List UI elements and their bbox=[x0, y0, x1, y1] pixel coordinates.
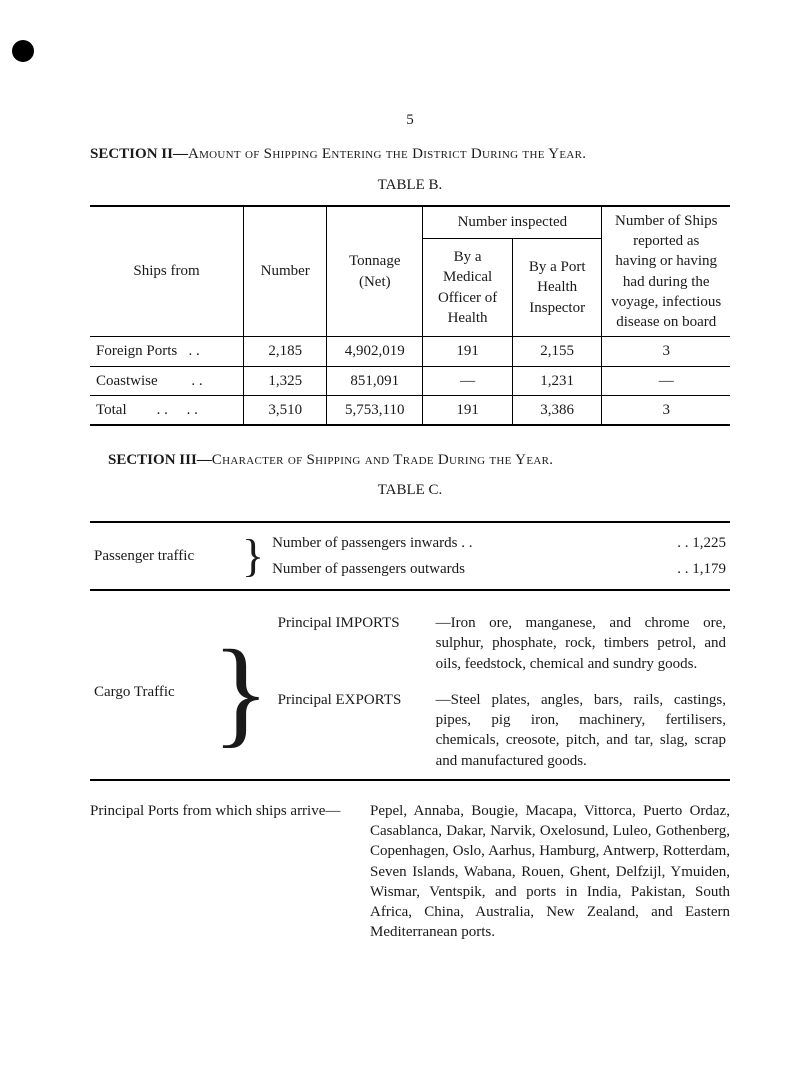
pass-out-label: Number of passengers outwards bbox=[272, 559, 465, 579]
brace-icon: } bbox=[238, 522, 268, 591]
table-c-label: TABLE C. bbox=[90, 480, 730, 500]
section-3-prefix: SECTION III— bbox=[108, 452, 212, 468]
cell-label: Coastwise bbox=[96, 373, 158, 389]
cell: 2,185 bbox=[244, 337, 327, 366]
cell-label: Foreign Ports bbox=[96, 343, 177, 359]
th-num-inspected: Number inspected bbox=[423, 206, 602, 239]
cell: 1,231 bbox=[512, 366, 602, 395]
th-port-3: Inspector bbox=[529, 300, 585, 316]
cell: 1,325 bbox=[244, 366, 327, 395]
cell: 851,091 bbox=[327, 366, 423, 395]
th-port-2: Health bbox=[537, 279, 577, 295]
th-tonnage-1: Tonnage bbox=[349, 253, 400, 269]
th-ns-5: voyage, infectious bbox=[611, 294, 721, 310]
table-row: Total . . . . 3,510 5,753,110 191 3,386 … bbox=[90, 395, 730, 425]
cell-dots: . . bbox=[191, 373, 202, 389]
th-ns-1: Number of Ships bbox=[615, 213, 718, 229]
cell: 3 bbox=[602, 337, 730, 366]
th-tonnage: Tonnage (Net) bbox=[327, 206, 423, 337]
exports-body: —Steel plates, angles, bars, rails, cast… bbox=[432, 682, 730, 780]
cargo-traffic-block: Cargo Traffic } Principal IMPORTS —Iron … bbox=[90, 605, 730, 781]
section-2-prefix: SECTION II— bbox=[90, 146, 188, 162]
cell-dots: . . bbox=[187, 402, 198, 418]
table-b: Ships from Number Tonnage (Net) Number i… bbox=[90, 205, 730, 426]
th-by-med: By a Medical Officer of Health bbox=[423, 238, 513, 336]
section-2-heading: SECTION II—Amount of Shipping Entering t… bbox=[90, 144, 730, 164]
cargo-traffic-label: Cargo Traffic bbox=[90, 605, 208, 780]
th-ns-4: had during the bbox=[623, 274, 710, 290]
cell-dots: . . bbox=[189, 343, 200, 359]
th-ns-3: having or having bbox=[615, 253, 717, 269]
cell: — bbox=[423, 366, 513, 395]
passenger-traffic-block: Passenger traffic } Number of passengers… bbox=[90, 521, 730, 592]
exports-label: Principal EXPORTS bbox=[274, 682, 432, 780]
passenger-traffic-label: Passenger traffic bbox=[90, 522, 238, 591]
cell: 3,510 bbox=[244, 395, 327, 425]
cell: 191 bbox=[423, 337, 513, 366]
th-port-1: By a Port bbox=[529, 259, 586, 275]
cell: 191 bbox=[423, 395, 513, 425]
th-med-4: Health bbox=[448, 310, 488, 326]
th-med-2: Medical bbox=[443, 269, 492, 285]
th-ns-2: reported as bbox=[633, 233, 699, 249]
principal-ports-body: Pepel, Annaba, Bougie, Macapa, Vittorca,… bbox=[370, 801, 730, 943]
page-number: 5 bbox=[90, 110, 730, 130]
pass-in-value: . . 1,225 bbox=[677, 533, 726, 553]
pass-out-value: . . 1,179 bbox=[677, 559, 726, 579]
section-3-title: Character of Shipping and Trade During t… bbox=[212, 452, 553, 468]
th-tonnage-2: (Net) bbox=[359, 274, 391, 290]
th-by-port: By a Port Health Inspector bbox=[512, 238, 602, 336]
cell: 4,902,019 bbox=[327, 337, 423, 366]
principal-ports-block: Principal Ports from which ships arrive—… bbox=[90, 801, 730, 943]
th-med-3: Officer of bbox=[438, 290, 497, 306]
th-number: Number bbox=[244, 206, 327, 337]
cell: 3 bbox=[602, 395, 730, 425]
th-ships-from: Ships from bbox=[90, 206, 244, 337]
cell: 2,155 bbox=[512, 337, 602, 366]
th-med-1: By a bbox=[454, 249, 482, 265]
cell: 3,386 bbox=[512, 395, 602, 425]
brace-icon: } bbox=[208, 605, 274, 780]
principal-ports-label: Principal Ports from which ships arrive— bbox=[90, 801, 370, 821]
table-row: Foreign Ports . . 2,185 4,902,019 191 2,… bbox=[90, 337, 730, 366]
cell: 5,753,110 bbox=[327, 395, 423, 425]
table-row: Coastwise . . 1,325 851,091 — 1,231 — bbox=[90, 366, 730, 395]
black-dot-icon bbox=[12, 40, 34, 62]
cell-label: Total . . bbox=[96, 402, 168, 418]
section-3-heading: SECTION III—Character of Shipping and Tr… bbox=[108, 450, 730, 470]
table-b-label: TABLE B. bbox=[90, 175, 730, 195]
th-ns-6: disease on board bbox=[616, 314, 716, 330]
section-2-title: Amount of Shipping Entering the District… bbox=[188, 146, 586, 162]
imports-body: —Iron ore, manganese, and chrome ore, su… bbox=[432, 605, 730, 682]
pass-in-label: Number of passengers inwards . . bbox=[272, 533, 472, 553]
cell: — bbox=[602, 366, 730, 395]
imports-label: Principal IMPORTS bbox=[274, 605, 432, 682]
th-num-ships: Number of Ships reported as having or ha… bbox=[602, 206, 730, 337]
